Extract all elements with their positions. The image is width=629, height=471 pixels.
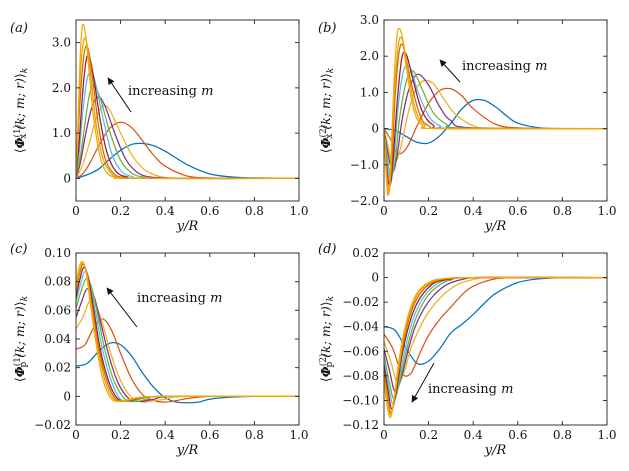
x-tick-label: 0.2 [419,428,438,442]
series-line-m=1 [76,142,299,180]
series-line-m=4 [76,288,299,403]
y-tick-label: 3.0 [360,13,379,27]
y-tick-label: 0 [371,122,379,136]
x-tick-label: 0 [72,428,80,442]
x-tick-label: 1.0 [289,428,308,442]
series-line-m=10 [76,23,299,180]
x-tick-label: 1.0 [289,204,308,218]
y-tick-label: 2.0 [360,49,379,63]
x-tick-label: 0.6 [508,204,527,218]
panel-label: (d) [318,242,336,257]
series-group [384,27,607,197]
series-group [384,276,607,419]
x-tick-label: 0.8 [553,204,572,218]
y-axis-label: ⟨Φ(1)p (k; m; r)⟩k [12,296,30,382]
x-tick-label: 0.8 [245,204,264,218]
y-tick-label: 0.06 [44,303,71,317]
series-line-m=9 [76,37,299,180]
x-tick-label: 0 [380,428,388,442]
arrow-icon [106,287,138,328]
y-tick-label: 0.04 [44,332,71,346]
series-line-m=10 [384,27,607,197]
y-tick-label: 3.0 [52,36,71,50]
panel-a: 0 0.2 0.4 0.6 0.8 1.0 0 1.0 2.0 3.0 (a) y/R ⟨Φ(1)x (… [10,19,309,234]
x-axis-label: y/R [484,219,507,234]
x-tick-label: 0 [72,204,80,218]
annotation-text: increasing m [428,382,513,397]
y-tick-label: −0.06 [342,344,379,358]
arrow-icon [439,59,461,83]
panel-c: 0 0.2 0.4 0.6 0.8 1.0−0.0200.020.040.060.080.… [10,242,309,458]
x-tick-label: 0.4 [464,204,483,218]
y-tick-label: −0.02 [34,418,71,432]
y-tick-label: 0 [63,171,71,185]
series-line-m=3 [384,79,607,166]
x-tick-label: 0.8 [245,428,264,442]
y-tick-label: −0.08 [342,369,379,383]
plot-frame [383,19,608,202]
series-line-m=7 [76,266,299,402]
y-tick-label: 0.08 [44,275,71,289]
series-line-m=10 [384,276,607,419]
x-tick-label: 0 [380,204,388,218]
y-tick-label: −0.04 [342,320,379,334]
x-tick-label: 0.6 [200,428,219,442]
series-line-m=3 [76,300,299,403]
x-tick-label: 0.2 [111,428,130,442]
x-tick-label: 0.6 [200,204,219,218]
y-tick-label: 0 [63,389,71,403]
series-line-m=10 [76,260,299,402]
y-axis-label: ⟨Φ(2)x (k; m; r)⟩k [318,68,336,153]
y-tick-label: −0.02 [342,295,379,309]
y-tick-label: −0.10 [342,393,379,407]
panel-b: 0 0.2 0.4 0.6 0.8 1.0 −2.0 −1.0 0 1.0 2.0 3.0 (b) y/R… [318,13,617,234]
y-tick-label: −1.0 [350,158,379,172]
x-axis-label: y/R [176,219,199,234]
x-tick-label: 0.4 [156,204,175,218]
y-axis-label: ⟨Φ(1)x (k; m; r)⟩k [12,68,30,153]
plot-frame [383,252,608,426]
y-tick-label: 0.02 [352,246,379,260]
x-tick-label: 0.2 [111,204,130,218]
panel-label: (c) [10,242,27,257]
series-line-m=9 [76,262,299,402]
x-tick-label: 1.0 [597,428,616,442]
y-tick-label: 1.0 [360,85,379,99]
annotation-text: increasing m [128,84,213,99]
x-tick-label: 0.4 [156,428,175,442]
plot-frame [75,19,300,202]
y-tick-label: 2.0 [52,81,71,95]
x-axis-label: y/R [176,443,199,458]
x-tick-label: 1.0 [597,204,616,218]
annotation-text: increasing m [137,291,222,306]
arrow-icon [411,362,435,403]
series-group [76,260,299,404]
y-tick-label: 0.02 [44,361,71,375]
y-tick-label: 1.0 [52,126,71,140]
x-tick-label: 0.4 [464,428,483,442]
y-tick-label: −2.0 [350,194,379,208]
x-tick-label: 0.8 [553,428,572,442]
x-axis-label: y/R [484,443,507,458]
y-tick-label: −0.12 [342,418,379,432]
annotation-text: increasing m [462,59,547,74]
x-tick-label: 0.6 [508,428,527,442]
panel-label: (a) [10,21,28,36]
y-tick-label: 0 [371,271,379,285]
panel-d: 0 0.2 0.4 0.6 0.8 1.0 −0.12 −0.10 −0.08 −0.06 −0.0… [318,242,617,458]
plot-frame [75,252,300,426]
y-tick-label: 0.10 [44,246,71,260]
panel-label: (b) [318,21,336,36]
series-group [76,23,299,180]
y-axis-label: ⟨Φ(2)p (k; m; r)⟩k [318,296,336,382]
x-tick-label: 0.2 [419,204,438,218]
series-line-m=8 [76,263,299,402]
arrow-icon [107,77,132,113]
